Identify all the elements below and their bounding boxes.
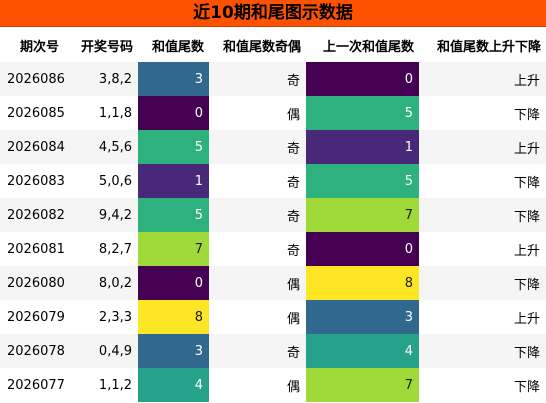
cell-issue: 2026086 <box>0 62 70 96</box>
header-parity: 和值尾数奇偶 <box>209 28 306 62</box>
cell-issue: 2026085 <box>0 96 70 130</box>
table-row: 2026081 8,2,7 7 奇 0 上升 <box>0 232 546 266</box>
cell-trend: 上升 <box>419 300 546 334</box>
cell-prev-tail: 7 <box>306 198 419 232</box>
cell-issue: 2026084 <box>0 130 70 164</box>
cell-tail: 7 <box>138 232 209 266</box>
cell-tail: 3 <box>138 334 209 368</box>
cell-numbers: 8,2,7 <box>70 232 138 266</box>
data-table: 期次号 开奖号码 和值尾数 和值尾数奇偶 上一次和值尾数 和值尾数上升下降 20… <box>0 28 546 402</box>
cell-issue: 2026080 <box>0 266 70 300</box>
cell-issue: 2026077 <box>0 368 70 402</box>
cell-tail: 0 <box>138 96 209 130</box>
cell-parity: 偶 <box>209 266 306 300</box>
cell-parity: 偶 <box>209 368 306 402</box>
table-row: 2026086 3,8,2 3 奇 0 上升 <box>0 62 546 96</box>
cell-numbers: 3,8,2 <box>70 62 138 96</box>
table-row: 2026078 0,4,9 3 奇 4 下降 <box>0 334 546 368</box>
cell-prev-tail: 7 <box>306 368 419 402</box>
cell-numbers: 1,1,2 <box>70 368 138 402</box>
table-row: 2026083 5,0,6 1 奇 5 下降 <box>0 164 546 198</box>
cell-numbers: 1,1,8 <box>70 96 138 130</box>
cell-parity: 奇 <box>209 130 306 164</box>
cell-tail: 8 <box>138 300 209 334</box>
table-title: 近10期和尾图示数据 <box>0 0 546 27</box>
table-row: 2026077 1,1,2 4 偶 7 下降 <box>0 368 546 402</box>
table-body: 2026086 3,8,2 3 奇 0 上升 2026085 1,1,8 0 偶 5 下降 202608… <box>0 62 546 402</box>
cell-numbers: 4,5,6 <box>70 130 138 164</box>
header-prev-tail: 上一次和值尾数 <box>306 28 419 62</box>
table-row: 2026085 1,1,8 0 偶 5 下降 <box>0 96 546 130</box>
cell-trend: 上升 <box>419 62 546 96</box>
cell-numbers: 5,0,6 <box>70 164 138 198</box>
cell-tail: 5 <box>138 130 209 164</box>
cell-tail: 0 <box>138 266 209 300</box>
cell-prev-tail: 0 <box>306 232 419 266</box>
cell-numbers: 8,0,2 <box>70 266 138 300</box>
cell-trend: 下降 <box>419 164 546 198</box>
header-trend: 和值尾数上升下降 <box>419 28 546 62</box>
header-row: 期次号 开奖号码 和值尾数 和值尾数奇偶 上一次和值尾数 和值尾数上升下降 <box>0 28 546 62</box>
table-row: 2026080 8,0,2 0 偶 8 下降 <box>0 266 546 300</box>
cell-trend: 下降 <box>419 266 546 300</box>
table-row: 2026082 9,4,2 5 奇 7 下降 <box>0 198 546 232</box>
cell-prev-tail: 4 <box>306 334 419 368</box>
cell-trend: 下降 <box>419 198 546 232</box>
cell-trend: 上升 <box>419 232 546 266</box>
cell-issue: 2026081 <box>0 232 70 266</box>
cell-tail: 4 <box>138 368 209 402</box>
cell-prev-tail: 1 <box>306 130 419 164</box>
cell-numbers: 9,4,2 <box>70 198 138 232</box>
cell-parity: 偶 <box>209 96 306 130</box>
cell-prev-tail: 5 <box>306 96 419 130</box>
table-row: 2026079 2,3,3 8 偶 3 上升 <box>0 300 546 334</box>
cell-parity: 奇 <box>209 62 306 96</box>
cell-trend: 下降 <box>419 96 546 130</box>
header-tail: 和值尾数 <box>138 28 209 62</box>
cell-prev-tail: 5 <box>306 164 419 198</box>
cell-numbers: 0,4,9 <box>70 334 138 368</box>
cell-parity: 奇 <box>209 164 306 198</box>
cell-tail: 1 <box>138 164 209 198</box>
cell-prev-tail: 0 <box>306 62 419 96</box>
cell-parity: 偶 <box>209 300 306 334</box>
header-issue: 期次号 <box>0 28 70 62</box>
table-row: 2026084 4,5,6 5 奇 1 上升 <box>0 130 546 164</box>
cell-parity: 奇 <box>209 232 306 266</box>
cell-issue: 2026082 <box>0 198 70 232</box>
cell-numbers: 2,3,3 <box>70 300 138 334</box>
header-numbers: 开奖号码 <box>70 28 138 62</box>
cell-issue: 2026079 <box>0 300 70 334</box>
cell-parity: 奇 <box>209 334 306 368</box>
cell-trend: 下降 <box>419 334 546 368</box>
cell-trend: 上升 <box>419 130 546 164</box>
cell-prev-tail: 3 <box>306 300 419 334</box>
cell-prev-tail: 8 <box>306 266 419 300</box>
cell-issue: 2026078 <box>0 334 70 368</box>
cell-trend: 下降 <box>419 368 546 402</box>
cell-tail: 3 <box>138 62 209 96</box>
cell-parity: 奇 <box>209 198 306 232</box>
cell-tail: 5 <box>138 198 209 232</box>
cell-issue: 2026083 <box>0 164 70 198</box>
